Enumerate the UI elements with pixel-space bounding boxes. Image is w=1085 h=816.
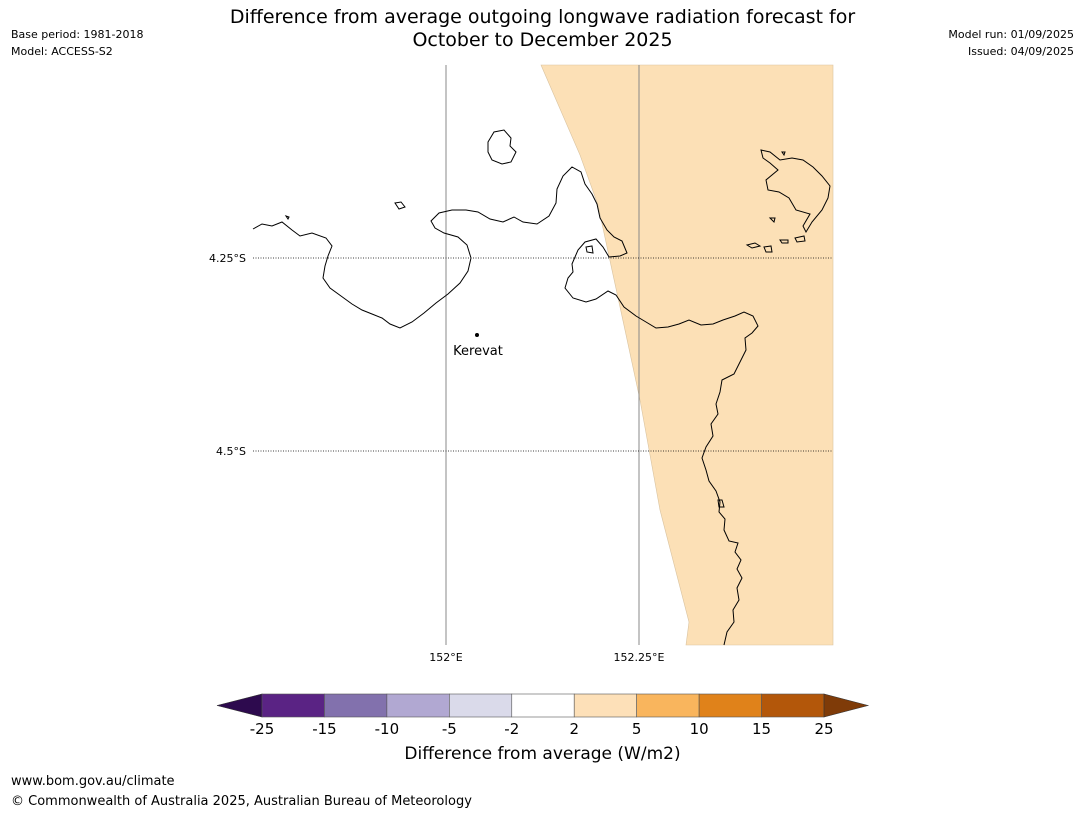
colorbar-segment (511, 693, 575, 718)
colorbar-extend-low (216, 693, 263, 718)
lon-label-152-25: 152.25°E (614, 651, 665, 664)
colorbar-tick-label: 15 (752, 720, 772, 738)
colorbar-segment (573, 693, 637, 718)
colorbar-segment (324, 693, 388, 718)
footer-copyright: © Commonwealth of Australia 2025, Austra… (11, 794, 472, 809)
anomaly-region (540, 64, 834, 646)
coastline-west (252, 166, 759, 646)
islet-east-3 (779, 239, 789, 244)
islet-west-2 (284, 215, 290, 220)
islet-east-2 (763, 245, 773, 253)
colorbar (216, 693, 870, 718)
issued-date: Issued: 04/09/2025 (967, 45, 1074, 58)
lat-label-4-25: 4.25°S (209, 252, 246, 265)
colorbar-segment (636, 693, 700, 718)
islet-east-4 (794, 235, 806, 243)
footer-url[interactable]: www.bom.gov.au/climate (11, 774, 175, 789)
islet-lake (585, 245, 594, 254)
colorbar-tick-label: -2 (504, 720, 520, 738)
model-run: Model run: 01/09/2025 (948, 28, 1074, 41)
islet-east-1 (745, 242, 762, 249)
lon-label-152: 152°E (429, 651, 462, 664)
colorbar-ticks: -25 -15 -10 -5 -2 2 5 10 15 25 (0, 720, 1085, 740)
coastlines (252, 129, 831, 646)
colorbar-tick-label: 25 (814, 720, 834, 738)
colorbar-segment (698, 693, 762, 718)
colorbar-tick-label: 2 (569, 720, 579, 738)
meta-left: Base period: 1981-2018 Model: ACCESS-S2 (11, 26, 143, 60)
colorbar-tick-label: -5 (441, 720, 457, 738)
islet-east-7 (717, 499, 725, 508)
colorbar-tick-label: -10 (374, 720, 400, 738)
islet-west (394, 201, 406, 210)
islet-east-5 (768, 217, 776, 223)
colorbar-tick-label: -15 (312, 720, 337, 738)
title-line-2: October to December 2025 (412, 29, 673, 51)
colorbar-label: Difference from average (W/m2) (404, 744, 681, 764)
chart-title: Difference from average outgoing longwav… (0, 6, 1085, 52)
base-period: Base period: 1981-2018 (11, 28, 144, 41)
colorbar-segment (261, 693, 325, 718)
colorbar-tick-label: -25 (249, 720, 275, 738)
meta-right: Model run: 01/09/2025 Issued: 04/09/2025 (948, 26, 1074, 60)
islet-east-6 (781, 151, 786, 157)
colorbar-extend-high (823, 693, 870, 718)
island-east (760, 149, 831, 234)
island-north (487, 129, 517, 165)
colorbar-tick-label: 5 (631, 720, 642, 738)
title-line-1: Difference from average outgoing longwav… (229, 6, 856, 28)
colorbar-segment (386, 693, 450, 718)
model-name: Model: ACCESS-S2 (11, 45, 113, 58)
kerevat-marker (475, 333, 479, 337)
colorbar-tick-label: 10 (689, 720, 709, 738)
kerevat-label: Kerevat (453, 344, 503, 359)
colorbar-segment (449, 693, 513, 718)
lat-label-4-5: 4.5°S (216, 445, 246, 458)
colorbar-segment (761, 693, 825, 718)
